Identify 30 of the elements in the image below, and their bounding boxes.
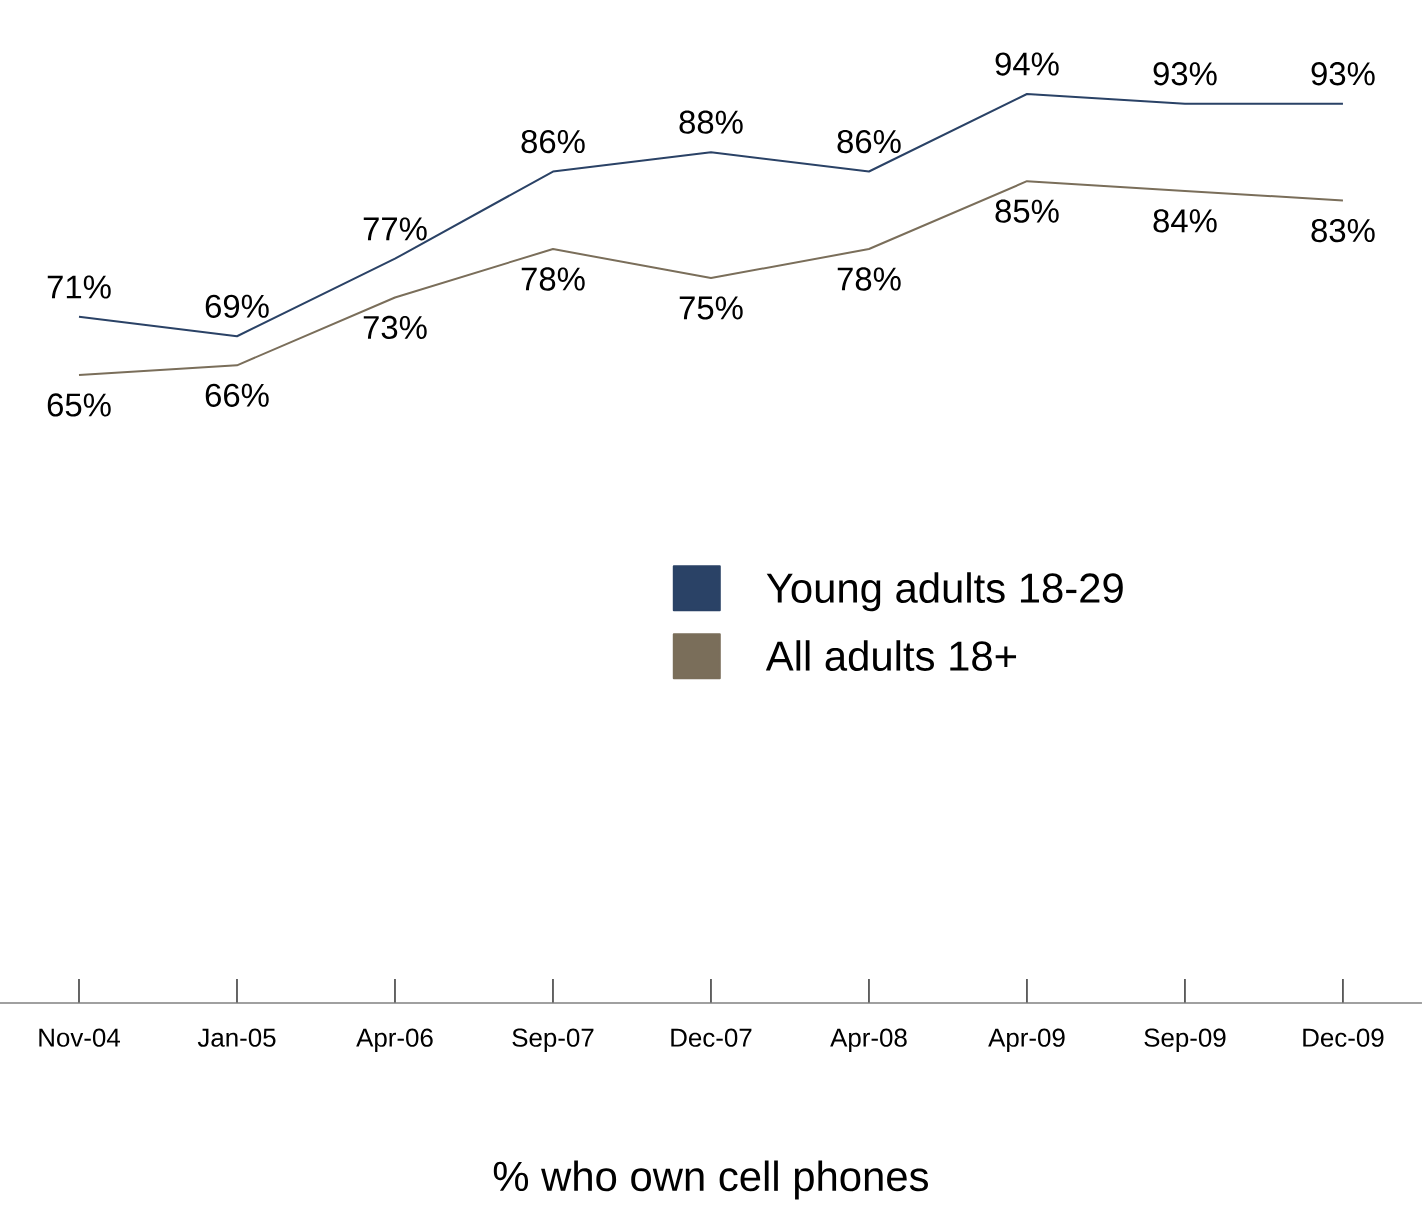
data-label: 85% bbox=[995, 199, 1059, 223]
x-tick-label: Sep-09 bbox=[1144, 1028, 1226, 1052]
x-tick-label: Sep-07 bbox=[512, 1028, 594, 1052]
x-tick-label: Nov-04 bbox=[39, 1028, 120, 1047]
x-axis-title: % who own cell phones bbox=[493, 1160, 928, 1200]
data-label: 88% bbox=[679, 110, 743, 134]
data-label: 86% bbox=[521, 129, 585, 154]
data-label: 77% bbox=[363, 217, 427, 241]
data-label: 69% bbox=[205, 294, 269, 318]
data-label: 66% bbox=[205, 383, 269, 407]
legend-label: Young adults 18-29 bbox=[766, 572, 1123, 612]
data-label: 83% bbox=[1311, 218, 1375, 243]
data-label: 93% bbox=[1311, 62, 1375, 86]
data-label: 93% bbox=[1153, 62, 1217, 86]
x-tick-label: Dec-09 bbox=[1303, 1028, 1384, 1047]
data-label: 75% bbox=[679, 296, 743, 320]
data-label: 78% bbox=[837, 267, 901, 291]
data-label: 86% bbox=[837, 129, 901, 154]
data-label: 84% bbox=[1153, 209, 1217, 233]
x-tick-label: Apr-08 bbox=[830, 1028, 907, 1052]
data-label: 73% bbox=[363, 315, 427, 340]
x-tick-label: Apr-09 bbox=[988, 1028, 1065, 1052]
x-tick-label: Dec-07 bbox=[671, 1028, 752, 1047]
data-label: 65% bbox=[47, 393, 111, 417]
x-tick-label: Jan-05 bbox=[197, 1028, 276, 1047]
x-tick-label: Apr-06 bbox=[356, 1028, 433, 1052]
data-label: 78% bbox=[521, 267, 585, 291]
legend-label: All adults 18+ bbox=[765, 640, 1017, 671]
data-label: 94% bbox=[995, 52, 1059, 76]
data-label: 71% bbox=[47, 275, 111, 299]
